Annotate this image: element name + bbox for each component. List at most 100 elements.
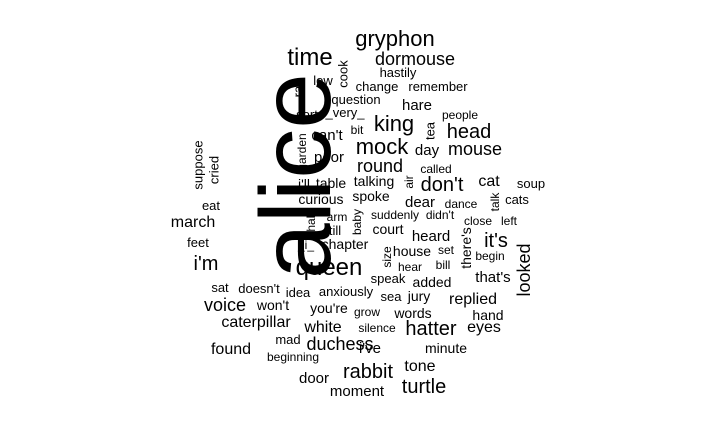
word: curious (298, 191, 343, 207)
word: alice (240, 73, 352, 279)
word: sort (296, 107, 318, 122)
word: set (438, 243, 455, 257)
word: don't (421, 174, 464, 196)
word: chapter (322, 236, 369, 252)
word: replied (449, 291, 497, 308)
word: sat (211, 280, 229, 295)
word: mouse (448, 139, 502, 159)
word: begin (475, 249, 504, 263)
word: tea (423, 121, 438, 140)
word: talking (354, 173, 394, 189)
word: remember (408, 79, 468, 94)
word: you're (310, 300, 348, 316)
word: caterpillar (221, 314, 291, 331)
word: called (420, 162, 451, 176)
word: close (464, 214, 492, 228)
word: i'll (298, 176, 310, 192)
word: hare (402, 97, 432, 114)
word: court (372, 221, 403, 237)
word: grow (354, 305, 380, 319)
word: spoke (352, 188, 390, 204)
word: people (442, 108, 478, 122)
word: it's (484, 230, 508, 252)
word: can't (311, 127, 343, 144)
word: left (501, 214, 518, 228)
word: arm (327, 210, 348, 224)
word: low (313, 73, 333, 88)
word: change (356, 79, 399, 94)
word: hear (398, 260, 422, 274)
word: cook (336, 60, 351, 88)
word: soup (517, 176, 545, 191)
word: air (402, 175, 416, 188)
word: ran (291, 79, 306, 98)
word: jury (407, 288, 431, 304)
word: march (171, 214, 215, 231)
word: added (413, 274, 452, 290)
word: found (211, 341, 251, 358)
word: idea (286, 285, 311, 300)
word: looked (514, 243, 534, 296)
word: didn't (426, 208, 455, 222)
word: head (447, 121, 492, 143)
word: mock (356, 134, 410, 159)
word: queen (296, 254, 363, 281)
word: cats (505, 192, 529, 207)
word: anxiously (319, 284, 374, 299)
word: day (415, 142, 440, 159)
word: eyes (467, 319, 501, 336)
word: time (287, 44, 332, 71)
word: doesn't (238, 281, 280, 296)
word: _very_ (324, 105, 365, 120)
word: heard (412, 228, 450, 245)
word: hand (472, 307, 503, 323)
word: cat (478, 173, 500, 190)
word: gryphon (355, 26, 435, 51)
word: till (329, 223, 341, 238)
word: feet (187, 235, 209, 250)
word: dance (445, 197, 478, 211)
word: door (299, 370, 329, 387)
word: i've (359, 340, 381, 357)
word: _i_ (297, 238, 314, 252)
word: bill (436, 258, 451, 272)
word: silence (358, 321, 396, 335)
word: eat (202, 198, 220, 213)
word: round (357, 156, 403, 176)
word: dear (405, 194, 435, 211)
word: talk (488, 192, 502, 212)
word: duchess (306, 334, 373, 354)
word: suppose (191, 140, 206, 189)
word: hatter (405, 318, 456, 340)
word: minute (425, 340, 467, 356)
word: garden (295, 133, 309, 170)
word: white (303, 319, 341, 336)
word: speak (371, 271, 406, 286)
word: bit (351, 123, 364, 137)
word: i'm (194, 253, 219, 275)
word: rabbit (343, 361, 393, 383)
word: won't (256, 297, 289, 313)
word: dormouse (375, 49, 455, 69)
word: question (331, 92, 380, 107)
word: king (374, 111, 414, 136)
word: half (304, 212, 318, 232)
word: moment (330, 383, 385, 400)
word: tone (404, 358, 435, 375)
word: poor (314, 149, 344, 166)
word: there's (458, 227, 474, 269)
word: beginning (267, 350, 319, 364)
word: size (380, 246, 394, 268)
word: suddenly (371, 208, 419, 222)
word: house (393, 243, 431, 259)
word: cried (207, 156, 222, 184)
word: words (393, 305, 431, 321)
word: sea (381, 289, 403, 304)
word: baby (350, 209, 364, 235)
word: that's (475, 269, 510, 286)
word: turtle (402, 376, 446, 398)
word: hastily (380, 65, 417, 80)
word: mad (275, 332, 300, 347)
word: table (316, 175, 347, 191)
